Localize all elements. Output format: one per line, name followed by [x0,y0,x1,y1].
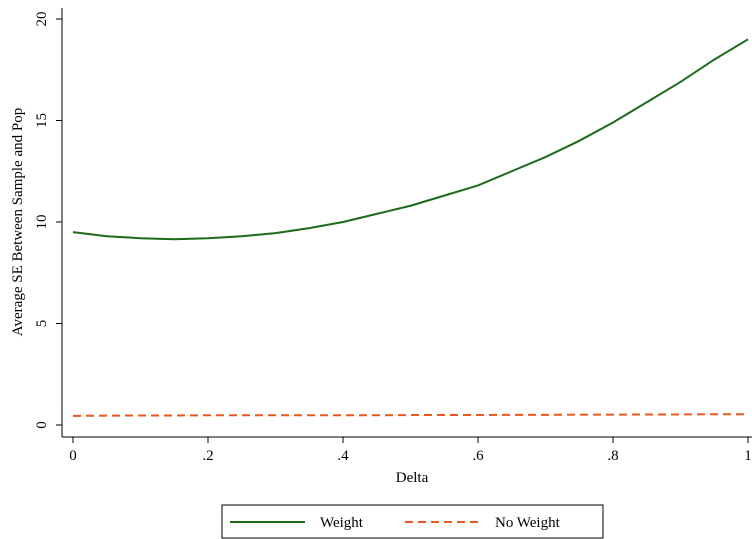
x-tick-label: .2 [202,448,213,464]
y-tick-label: 15 [34,113,50,128]
x-tick-label: 1 [744,448,752,464]
legend-label: Weight [320,515,364,531]
legend-label: No Weight [495,515,561,531]
legend-box [221,504,604,539]
x-tick-label: .8 [607,448,618,464]
x-axis-title: Delta [396,470,429,486]
y-tick-label: 0 [34,421,50,429]
x-tick-label: .4 [337,448,349,464]
y-tick-label: 5 [34,320,50,328]
y-tick-label: 20 [34,12,50,27]
series-line [72,413,748,417]
series-line [72,38,749,241]
x-tick-label: 0 [69,448,77,464]
x-tick-label: .6 [472,448,484,464]
y-axis-title: Average SE Between Sample and Pop [10,108,26,336]
y-tick-label: 10 [34,215,50,230]
